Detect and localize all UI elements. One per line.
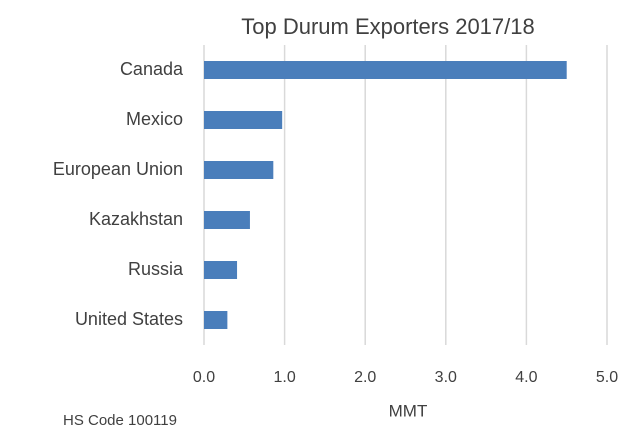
x-tick-label: 5.0 [596, 369, 618, 386]
x-tick-label: 4.0 [515, 369, 537, 386]
bar [204, 161, 274, 179]
x-axis-label: MMT [389, 401, 428, 420]
y-tick-label: European Union [53, 159, 183, 179]
y-tick-label: Russia [128, 259, 184, 279]
y-tick-label: United States [75, 309, 183, 329]
bar [204, 111, 283, 129]
annotation: HS Code 100119 [63, 412, 177, 429]
x-tick-label: 2.0 [354, 369, 376, 386]
bar [204, 311, 228, 329]
y-tick-label: Mexico [126, 109, 183, 129]
x-tick-label: 1.0 [273, 369, 295, 386]
y-tick-label: Canada [120, 59, 184, 79]
bar [204, 261, 238, 279]
x-tick-label: 3.0 [435, 369, 457, 386]
bar [204, 211, 250, 229]
y-tick-label: Kazakhstan [89, 209, 183, 229]
x-tick-label: 0.0 [193, 369, 215, 386]
chart-title: Top Durum Exporters 2017/18 [241, 14, 535, 39]
bar [204, 61, 567, 79]
